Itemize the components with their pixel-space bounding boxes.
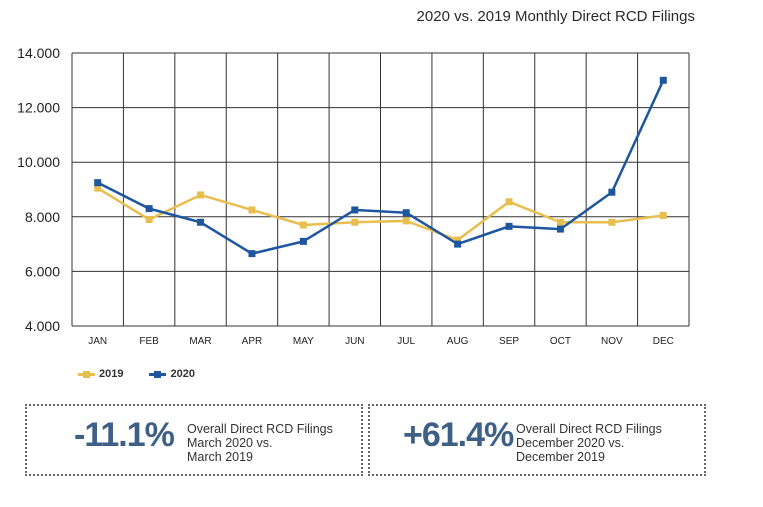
chart-title: 2020 vs. 2019 Monthly Direct RCD Filings xyxy=(416,8,695,25)
y-tick-label: 10.000 xyxy=(17,154,60,170)
stat-line: March 2020 vs. xyxy=(187,436,273,450)
line-chart: 14.000 12.000 10.000 8.000 6.000 4.000 JAN FEB… xyxy=(17,45,690,347)
data-point-2019 xyxy=(248,206,256,214)
legend-swatch-2019 xyxy=(78,370,95,378)
legend-item-2020: 2020 xyxy=(149,368,195,380)
x-tick-label: OCT xyxy=(550,336,571,347)
legend-item-2019: 2019 xyxy=(78,368,123,380)
x-tick-label: AUG xyxy=(447,336,469,347)
x-tick-label: JUN xyxy=(345,336,364,347)
y-tick-label: 14.000 xyxy=(17,45,60,61)
series-2020 xyxy=(94,76,667,258)
x-tick-label: DEC xyxy=(653,336,674,347)
data-point-2019 xyxy=(299,221,307,229)
x-tick-label: JAN xyxy=(88,336,107,347)
legend-swatch-2020 xyxy=(149,370,167,378)
stat-line: December 2019 xyxy=(516,450,605,464)
x-tick-label: FEB xyxy=(139,336,159,347)
legend-label-2019: 2019 xyxy=(99,368,124,380)
data-point-2019 xyxy=(197,191,205,199)
data-point-2020 xyxy=(402,209,410,217)
data-point-2020 xyxy=(94,179,102,187)
data-point-2020 xyxy=(197,218,205,226)
data-point-2019 xyxy=(659,211,667,219)
x-tick-label: APR xyxy=(242,336,263,347)
x-tick-label: NOV xyxy=(601,336,623,347)
data-point-2020 xyxy=(351,206,359,214)
data-point-2019 xyxy=(94,184,102,192)
data-point-2020 xyxy=(145,205,153,213)
data-point-2020 xyxy=(659,76,667,84)
stat-description-december: Overall Direct RCD Filings December 2020… xyxy=(516,422,701,464)
data-point-2019 xyxy=(454,236,462,244)
stat-value-december: +61.4% xyxy=(403,416,514,454)
chart-legend: 2019 2020 xyxy=(78,368,195,380)
stat-value-march: -11.1% xyxy=(74,416,175,454)
data-point-2019 xyxy=(505,198,513,206)
data-point-2020 xyxy=(248,250,256,258)
data-point-2019 xyxy=(351,218,359,226)
x-tick-label: MAY xyxy=(293,336,314,347)
x-tick-label: SEP xyxy=(499,336,519,347)
data-point-2020 xyxy=(505,222,513,230)
y-axis-ticks: 14.000 12.000 10.000 8.000 6.000 4.000 xyxy=(17,45,60,334)
stat-line: March 2019 xyxy=(187,450,254,464)
data-point-2020 xyxy=(454,240,462,248)
stat-box-december: +61.4% Overall Direct RCD Filings Decemb… xyxy=(368,404,706,476)
data-point-2019 xyxy=(608,218,616,226)
y-tick-label: 6.000 xyxy=(25,263,60,279)
data-point-2019 xyxy=(402,217,410,225)
data-point-2019 xyxy=(556,218,564,226)
stat-line: Overall Direct RCD Filings xyxy=(516,422,662,436)
y-tick-label: 12.000 xyxy=(17,100,60,116)
stat-line: Overall Direct RCD Filings xyxy=(187,422,333,436)
chart-series xyxy=(94,76,667,258)
x-axis-ticks: JAN FEB MAR APR MAY JUN JUL AUG SEP OCT NOV DEC xyxy=(88,336,674,347)
chart-grid xyxy=(71,52,690,327)
legend-label-2020: 2020 xyxy=(170,368,195,380)
stat-box-march: -11.1% Overall Direct RCD Filings March … xyxy=(25,404,363,476)
data-point-2019 xyxy=(145,216,153,224)
y-tick-label: 4.000 xyxy=(25,318,60,334)
data-point-2020 xyxy=(556,225,564,233)
y-tick-label: 8.000 xyxy=(25,209,60,225)
stat-description-march: Overall Direct RCD Filings March 2020 vs… xyxy=(187,422,357,464)
stat-line: December 2020 vs. xyxy=(516,436,625,450)
x-tick-label: MAR xyxy=(189,336,211,347)
data-point-2020 xyxy=(299,237,307,245)
x-tick-label: JUL xyxy=(397,336,415,347)
data-point-2020 xyxy=(608,188,616,196)
series-line-2020 xyxy=(97,79,665,255)
